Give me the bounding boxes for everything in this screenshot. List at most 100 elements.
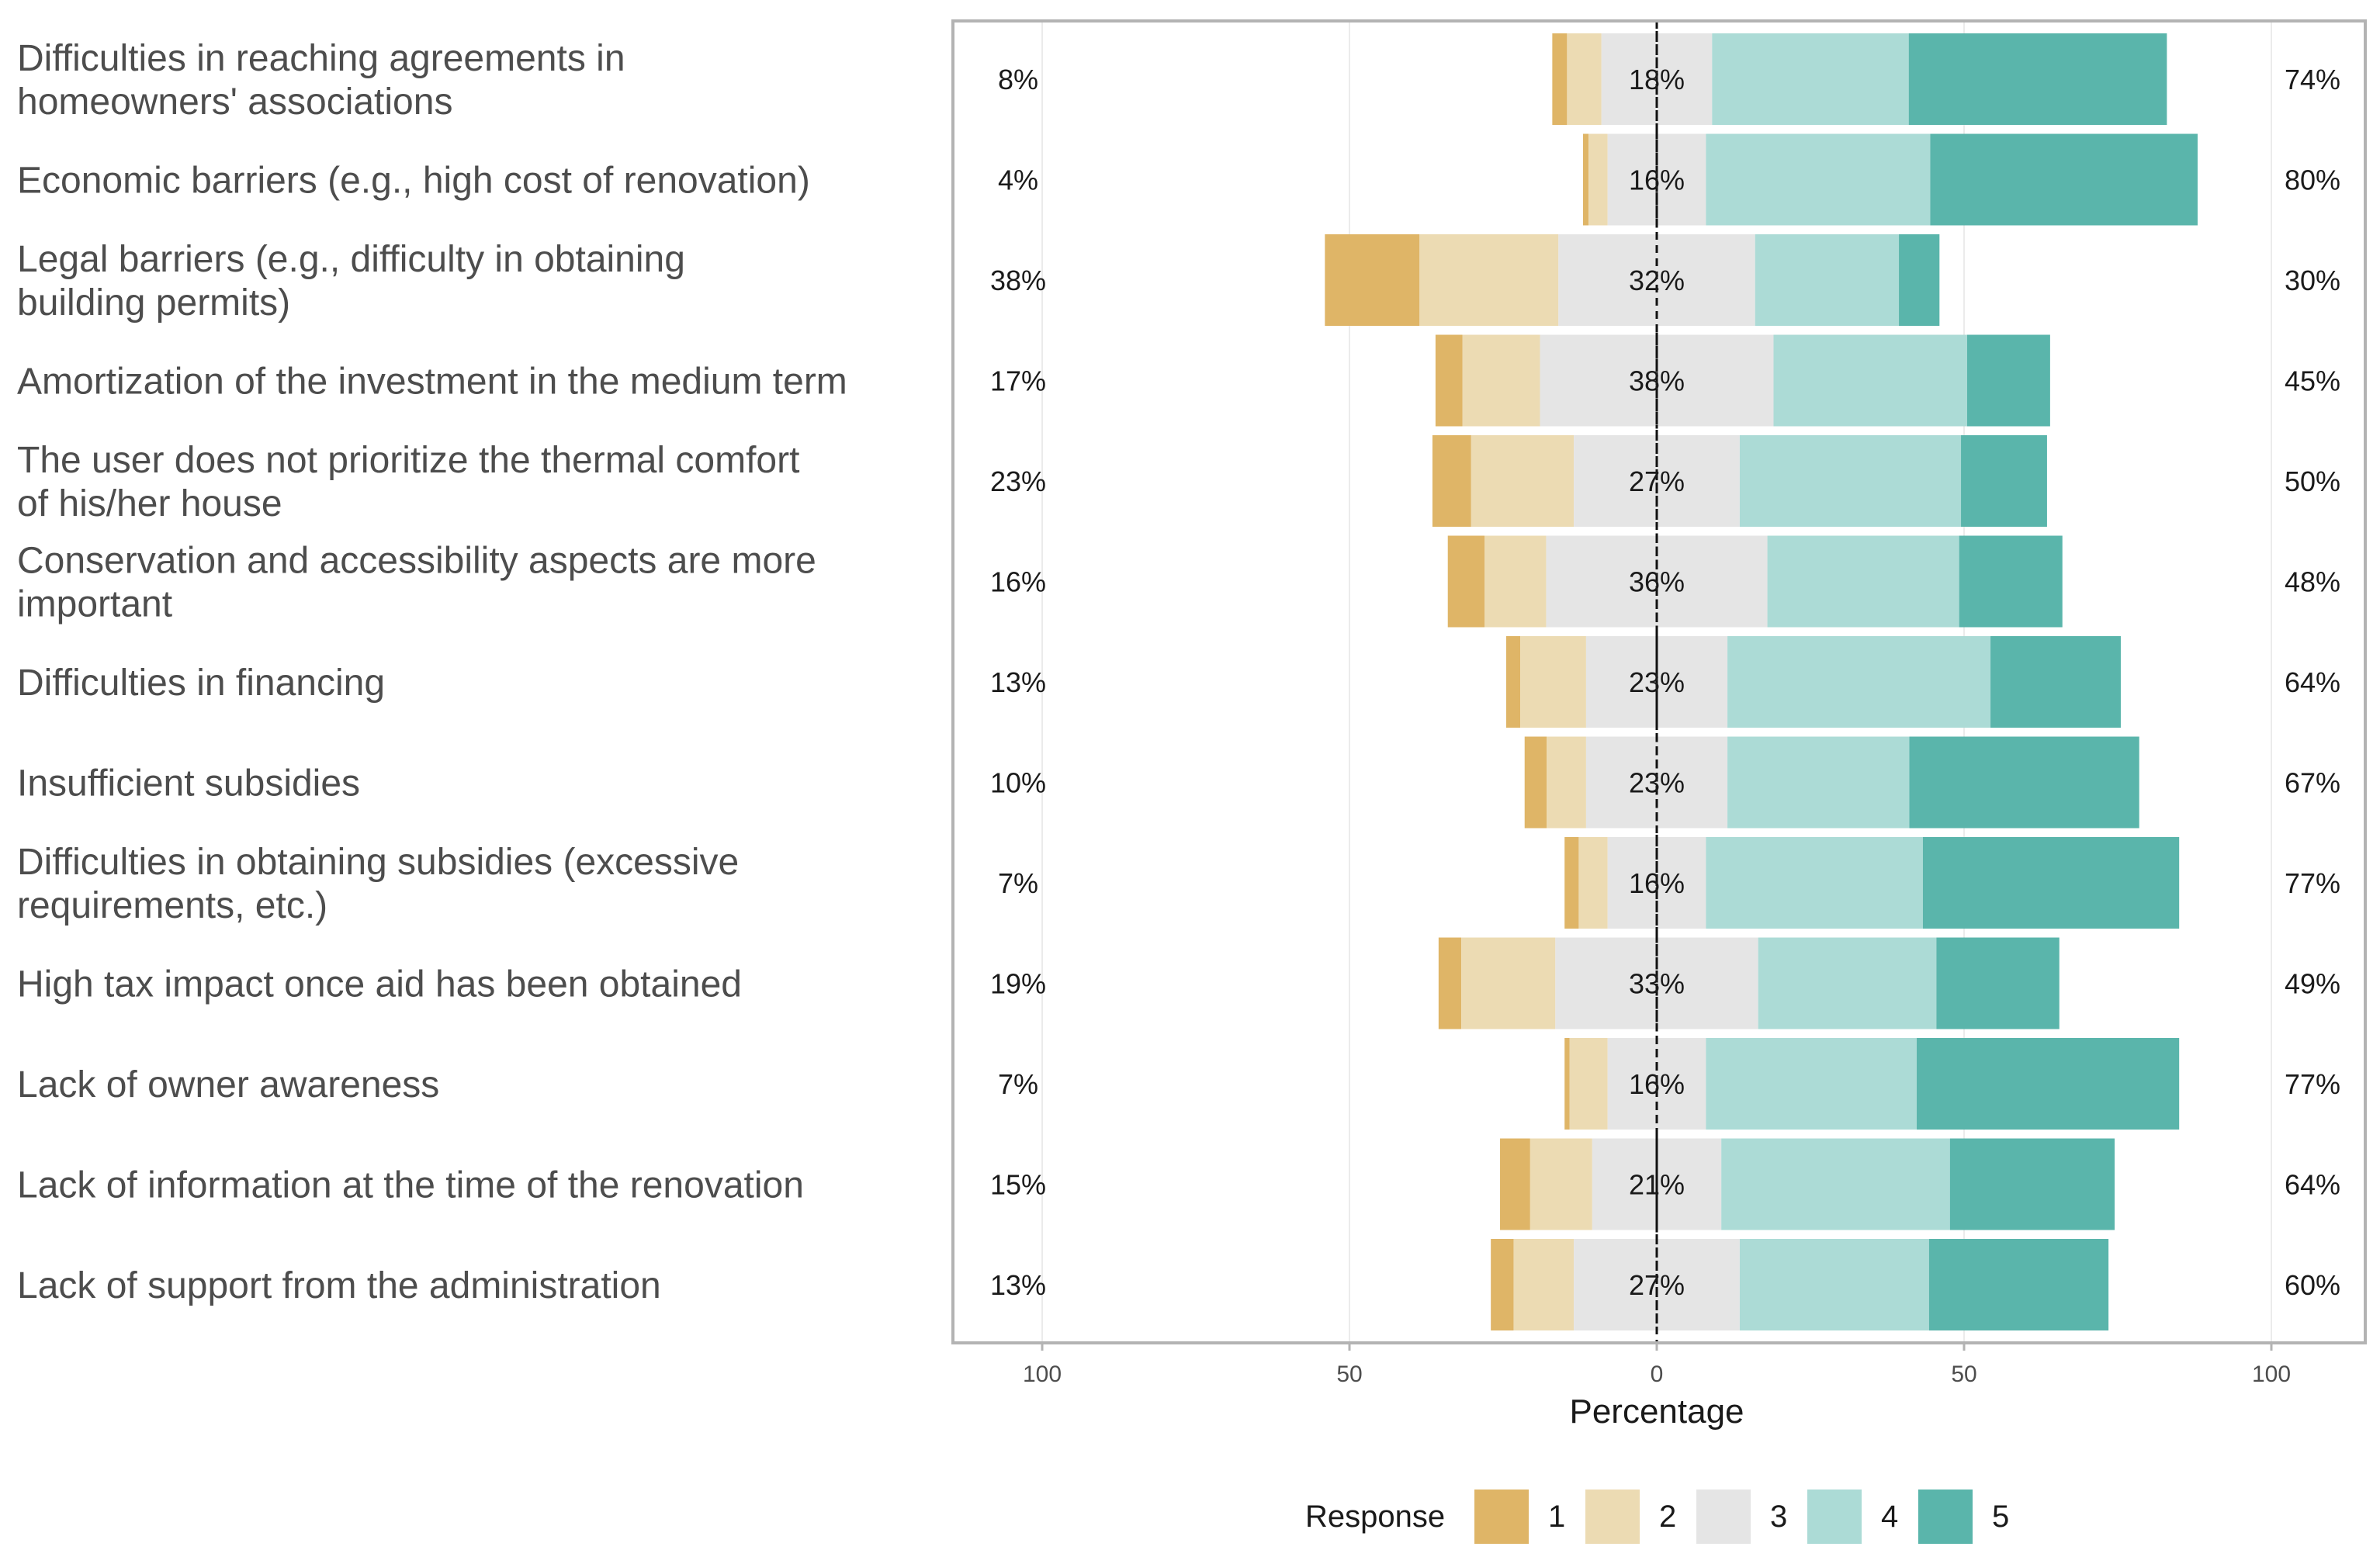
x-tick-label: 100 (1023, 1362, 1062, 1387)
category-label: requirements, etc.) (17, 885, 327, 926)
panel-border (951, 19, 2367, 1344)
bar-segment-response-1 (1500, 1138, 1530, 1230)
x-tick-label: 100 (2252, 1362, 2291, 1387)
bar-segment-response-4 (1727, 736, 1910, 829)
bar-segment-response-1 (1552, 33, 1568, 125)
legend-title: Response (1305, 1500, 1445, 1534)
bar-segment-response-4 (1767, 535, 1959, 628)
bar-segment-response-5 (1966, 334, 2050, 427)
category-label: Difficulties in obtaining subsidies (exc… (17, 842, 739, 883)
legend-key-5 (1918, 1490, 1973, 1544)
low-percentage-label: 13% (990, 666, 1046, 698)
bar-segment-response-1 (1438, 937, 1462, 1029)
bar-segment-response-1 (1524, 736, 1547, 829)
high-percentage-label: 50% (2285, 465, 2340, 497)
bar-segment-response-2 (1588, 133, 1608, 226)
category-label: important (17, 584, 172, 625)
category-label: building permits) (17, 282, 290, 324)
high-percentage-label: 77% (2285, 1068, 2340, 1100)
legend-key-1 (1474, 1490, 1529, 1544)
low-percentage-label: 16% (990, 566, 1046, 598)
category-label: Insufficient subsidies (17, 763, 360, 804)
bar-segment-response-1 (1435, 334, 1463, 427)
low-percentage-label: 23% (990, 465, 1046, 497)
high-percentage-label: 80% (2285, 164, 2340, 196)
bar-segment-response-5 (1928, 1239, 2109, 1330)
bar-segment-response-4 (1721, 1138, 1950, 1230)
low-percentage-label: 10% (990, 767, 1046, 799)
bar-segment-response-1 (1564, 837, 1579, 929)
bar-segment-response-1 (1505, 636, 1521, 728)
bar-segment-response-1 (1325, 234, 1420, 326)
low-percentage-label: 7% (998, 1068, 1038, 1100)
bar-segment-response-4 (1739, 1239, 1929, 1330)
category-label: Legal barriers (e.g., difficulty in obta… (17, 239, 685, 280)
high-percentage-label: 60% (2285, 1269, 2340, 1301)
bar-segment-response-4 (1739, 435, 1962, 527)
bar-segment-response-4 (1706, 837, 1923, 929)
legend-label-3: 3 (1770, 1500, 1787, 1534)
neutral-percentage-label: 27% (1629, 465, 1685, 497)
legend-label-5: 5 (1992, 1500, 2009, 1534)
neutral-percentage-label: 33% (1629, 968, 1685, 1000)
percentage-labels: 8% 18% 74% 4% 16% 80% 38% 32% 30% 17% 38% 45% 23% 27%… (990, 64, 2340, 1301)
neutral-percentage-label: 21% (1629, 1169, 1685, 1201)
low-percentage-label: 8% (998, 64, 1038, 95)
x-tick-label: 0 (1651, 1362, 1664, 1387)
bar-segment-response-5 (1930, 133, 2198, 226)
legend-label-2: 2 (1659, 1500, 1676, 1534)
low-percentage-label: 13% (990, 1269, 1046, 1301)
x-axis-ticks: 100 50 0 50 100 (1023, 1343, 2291, 1387)
bar-segment-response-2 (1547, 736, 1586, 829)
category-label: Lack of support from the administration (17, 1265, 661, 1306)
bar-segment-response-1 (1432, 435, 1471, 527)
category-label: Difficulties in reaching agreements in (17, 38, 625, 79)
x-tick-label: 50 (1951, 1362, 1976, 1387)
bar-segment-response-2 (1567, 33, 1602, 125)
legend-key-4 (1807, 1490, 1862, 1544)
bar-segment-response-1 (1582, 133, 1589, 226)
bar-segment-response-5 (1922, 837, 2180, 929)
bar-segment-response-4 (1706, 1038, 1918, 1130)
legend-key-2 (1585, 1490, 1640, 1544)
bar-segment-response-4 (1727, 636, 1991, 728)
bar-segment-response-5 (1961, 435, 2047, 527)
high-percentage-label: 64% (2285, 666, 2340, 698)
bar-segment-response-2 (1578, 837, 1608, 929)
bar-segment-response-2 (1471, 435, 1575, 527)
high-percentage-label: 67% (2285, 767, 2340, 799)
high-percentage-label: 48% (2285, 566, 2340, 598)
category-labels: Difficulties in reaching agreements inho… (17, 38, 847, 1306)
category-label: High tax impact once aid has been obtain… (17, 964, 742, 1005)
bar-segment-response-4 (1755, 234, 1900, 326)
category-label: Lack of information at the time of the r… (17, 1165, 804, 1206)
neutral-percentage-label: 32% (1629, 265, 1685, 296)
bar-segment-response-1 (1564, 1038, 1570, 1130)
bar-segment-response-5 (1917, 1038, 2180, 1130)
bar-segment-response-2 (1461, 937, 1556, 1029)
neutral-percentage-label: 23% (1629, 767, 1685, 799)
high-percentage-label: 45% (2285, 365, 2340, 397)
neutral-percentage-label: 18% (1629, 64, 1685, 95)
legend-key-3 (1696, 1490, 1751, 1544)
low-percentage-label: 38% (990, 265, 1046, 296)
low-percentage-label: 19% (990, 968, 1046, 1000)
bar-segment-response-2 (1513, 1239, 1575, 1330)
category-label: Lack of owner awareness (17, 1064, 439, 1105)
bars-layer (1325, 21, 2198, 1343)
bar-segment-response-2 (1530, 1138, 1592, 1230)
bar-segment-response-5 (1959, 535, 2063, 628)
low-percentage-label: 7% (998, 867, 1038, 899)
bar-segment-response-5 (1909, 736, 2139, 829)
legend-label-1: 1 (1548, 1500, 1565, 1534)
low-percentage-label: 15% (990, 1169, 1046, 1201)
category-label: The user does not prioritize the thermal… (17, 440, 799, 481)
bar-segment-response-5 (1936, 937, 2060, 1029)
high-percentage-label: 64% (2285, 1169, 2340, 1201)
bar-segment-response-2 (1569, 1038, 1608, 1130)
category-label: homeowners' associations (17, 81, 452, 123)
neutral-percentage-label: 16% (1629, 1068, 1685, 1100)
bar-segment-response-5 (1908, 33, 2167, 125)
neutral-percentage-label: 38% (1629, 365, 1685, 397)
